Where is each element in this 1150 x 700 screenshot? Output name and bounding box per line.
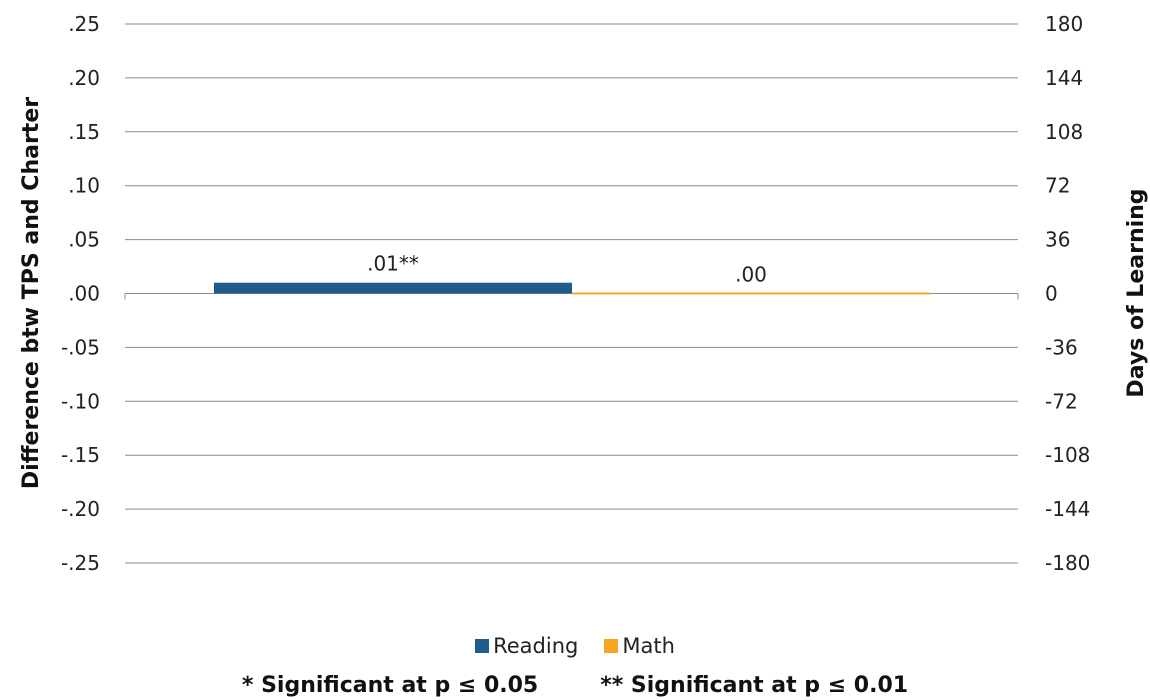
footnote-significance-05: * Significant at p ≤ 0.05 <box>241 673 539 698</box>
legend: Reading Math <box>0 634 1150 658</box>
y2-tick-label: -144 <box>1045 497 1090 521</box>
y-tick-label: .20 <box>68 66 100 90</box>
y2-tick-label: 0 <box>1045 282 1058 306</box>
y-tick-label: -.10 <box>61 389 100 413</box>
y-tick-label: .10 <box>68 174 100 198</box>
y2-tick-label: 180 <box>1045 12 1083 36</box>
data-label-math: .00 <box>735 263 767 287</box>
bars <box>214 282 930 295</box>
legend-label-math: Math <box>622 634 675 658</box>
y2-tick-label: -108 <box>1045 443 1090 467</box>
y2-tick-label: 108 <box>1045 120 1083 144</box>
y2-tick-label: -72 <box>1045 389 1078 413</box>
y2-tick-label: -180 <box>1045 551 1090 575</box>
legend-label-reading: Reading <box>493 634 579 658</box>
y-tick-label: .05 <box>68 228 100 252</box>
data-labels: .01** .00 <box>367 252 767 287</box>
y2-tick-label: 144 <box>1045 66 1083 90</box>
y-tick-label: .25 <box>68 12 100 36</box>
bar-reading <box>214 282 572 294</box>
y2-axis-title: Days of Learning <box>1124 188 1149 397</box>
y-tick-label: .15 <box>68 120 100 144</box>
y-tick-label: -.25 <box>61 551 100 575</box>
y-tick-label: -.05 <box>61 335 100 359</box>
right-axis-ticks: 180 144 108 72 36 0 -36 -72 -108 -144 -180 <box>1045 12 1090 575</box>
y-axis-title: Difference btw TPS and Charter <box>19 97 44 489</box>
legend-item-reading: Reading <box>475 634 578 658</box>
data-label-reading: .01** <box>367 252 419 276</box>
footnotes: * Significant at p ≤ 0.05 ** Significant… <box>0 673 1150 698</box>
bar-math <box>572 292 930 295</box>
chart: .25 .20 .15 .10 .05 .00 -.05 -.10 -.15 -.20 -.25 1… <box>19 12 1149 575</box>
y-tick-label: .00 <box>68 282 100 306</box>
y2-tick-label: 72 <box>1045 174 1070 198</box>
legend-swatch-math <box>604 639 619 653</box>
left-axis-ticks: .25 .20 .15 .10 .05 .00 -.05 -.10 -.15 -.20 -.25 <box>61 12 100 575</box>
legend-item-math: Math <box>604 634 675 658</box>
y2-tick-label: -36 <box>1045 335 1078 359</box>
y-tick-label: -.20 <box>61 497 100 521</box>
legend-swatch-reading <box>475 639 490 653</box>
y-tick-label: -.15 <box>61 443 100 467</box>
y2-tick-label: 36 <box>1045 228 1070 252</box>
footnote-significance-01: ** Significant at p ≤ 0.01 <box>600 673 909 698</box>
